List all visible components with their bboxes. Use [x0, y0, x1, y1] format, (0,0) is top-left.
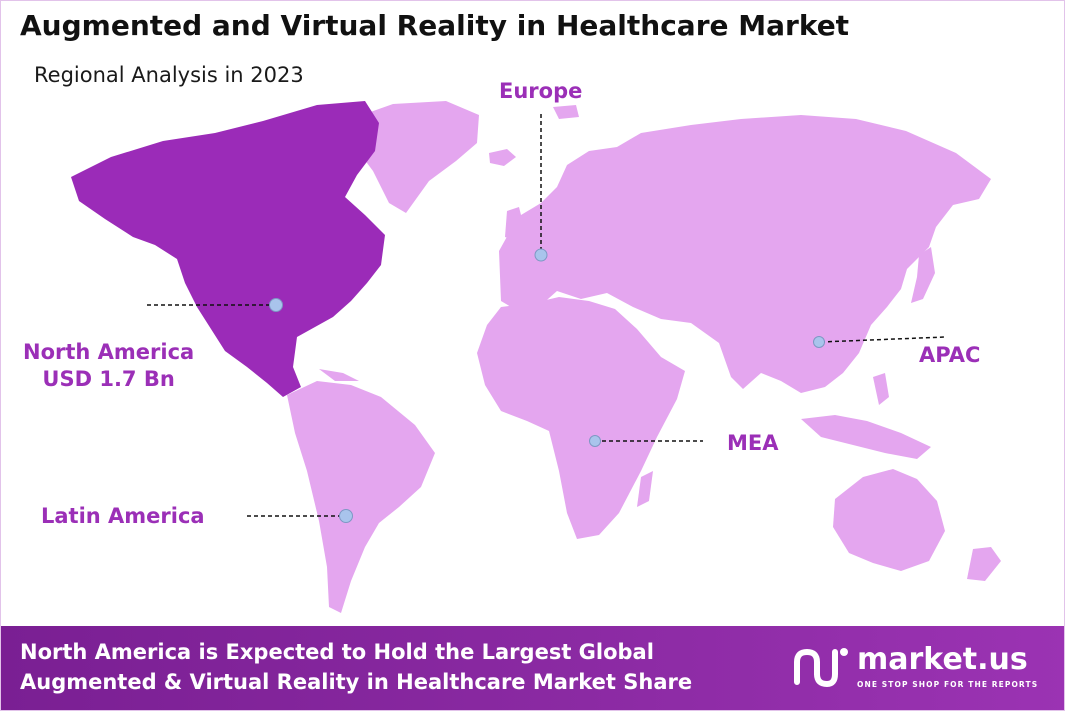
marker-latin-america [339, 509, 353, 523]
region-markers [269, 248, 825, 523]
marker-north-america [269, 298, 283, 312]
footer-line-2: Augmented & Virtual Reality in Healthcar… [20, 670, 693, 694]
region-label-europe: Europe [499, 79, 583, 103]
page-title: Augmented and Virtual Reality in Healthc… [20, 9, 850, 42]
leader-lines [147, 114, 946, 517]
region-label-north-america: North America USD 1.7 Bn [23, 339, 194, 393]
map-australia [833, 469, 945, 571]
map-svalbard [553, 105, 579, 119]
brand-name: market.us [857, 642, 1028, 677]
region-label-latin-america: Latin America [41, 504, 205, 528]
map-caribbean [319, 369, 359, 381]
footer-banner: North America is Expected to Hold the La… [1, 626, 1064, 710]
marker-europe [534, 248, 548, 262]
footer-headline: North America is Expected to Hold the La… [20, 637, 692, 697]
map-africa [477, 297, 685, 539]
map-greenland [351, 101, 479, 213]
north-america-name: North America [23, 340, 195, 364]
marker-mea [589, 435, 601, 447]
map-new-zealand [967, 547, 1001, 581]
market-us-logo-icon [794, 648, 848, 687]
region-label-apac: APAC [919, 343, 981, 367]
north-america-value: USD 1.7 Bn [42, 367, 175, 391]
map-japan [911, 247, 935, 303]
page-subtitle: Regional Analysis in 2023 [34, 63, 304, 87]
brand-logo: market.us ONE STOP SHOP FOR THE REPORTS [791, 640, 1051, 700]
map-north-america [71, 101, 385, 397]
map-other-regions [287, 101, 1001, 613]
map-eurasia [499, 115, 991, 393]
map-philippines [873, 373, 889, 405]
brand-tagline: ONE STOP SHOP FOR THE REPORTS [857, 680, 1039, 689]
map-madagascar [637, 471, 653, 507]
region-label-mea: MEA [727, 431, 779, 455]
map-sea-islands [801, 415, 931, 459]
map-uk [505, 207, 523, 241]
marker-apac [813, 336, 825, 348]
world-map [71, 101, 1001, 613]
footer-line-1: North America is Expected to Hold the La… [20, 640, 654, 664]
map-iceland [489, 149, 516, 166]
map-latin-america [287, 381, 435, 613]
